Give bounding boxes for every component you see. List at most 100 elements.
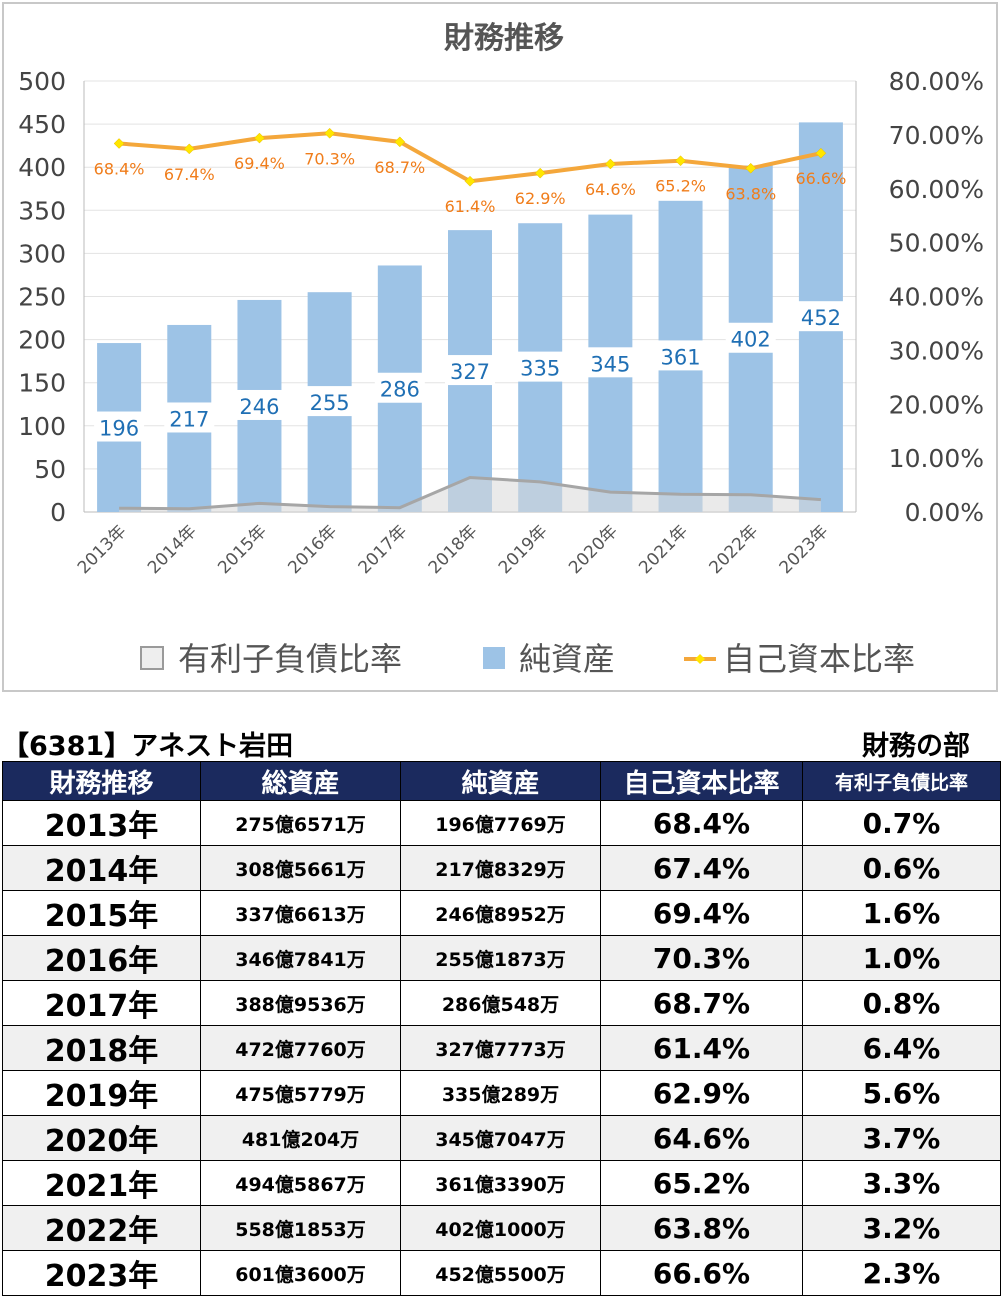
cell-equity-ratio: 65.2% xyxy=(600,1160,803,1206)
bar-label-box xyxy=(795,301,846,332)
table-row: 2022年 558億1853万 402億1000万 63.8% 3.2% xyxy=(2,1205,1001,1251)
legend-label-equity-ratio: 自己資本比率 xyxy=(723,640,915,678)
bar-value-label: 452 xyxy=(801,306,841,330)
legend-label-debt-ratio: 有利子負債比率 xyxy=(178,640,402,678)
y-right-tick-label: 80.00% xyxy=(889,67,984,96)
bar-label-box xyxy=(234,389,285,420)
y-left-tick-label: 400 xyxy=(18,153,66,182)
y-right-tick-label: 0.00% xyxy=(905,498,984,527)
header-period: 財務推移 xyxy=(2,761,201,801)
cell-period: 2023年 xyxy=(2,1250,201,1296)
equity-ratio-marker xyxy=(183,143,195,155)
bar-value-label: 335 xyxy=(520,357,560,381)
equity-ratio-label: 67.4% xyxy=(164,165,215,184)
cell-period: 2021年 xyxy=(2,1160,201,1206)
y-right-tick-label: 20.00% xyxy=(889,390,984,419)
x-tick-label: 2020年 xyxy=(565,521,622,578)
cell-total-assets: 558億1853万 xyxy=(200,1205,401,1251)
cell-net-assets: 327億7773万 xyxy=(400,1025,601,1071)
y-left-tick-label: 250 xyxy=(18,283,66,312)
y-right-tick-label: 50.00% xyxy=(889,229,984,258)
cell-equity-ratio: 70.3% xyxy=(600,935,803,981)
area-debt-ratio xyxy=(119,477,821,512)
bar-value-label: 345 xyxy=(590,352,630,376)
cell-equity-ratio: 68.7% xyxy=(600,980,803,1026)
bar-label-box xyxy=(515,351,566,382)
financial-table: 財務推移 総資産 純資産 自己資本比率 有利子負債比率 2013年 275億657… xyxy=(2,761,1001,1296)
equity-ratio-line xyxy=(118,131,822,184)
cell-equity-ratio: 68.4% xyxy=(600,800,803,846)
cell-equity-ratio: 62.9% xyxy=(600,1070,803,1116)
y-left-tick-label: 50 xyxy=(34,455,66,484)
header-debt-ratio: 有利子負債比率 xyxy=(802,761,1001,801)
cell-debt-ratio: 6.4% xyxy=(802,1025,1001,1071)
y-left-tick-label: 450 xyxy=(18,110,66,139)
bar-value-label: 361 xyxy=(660,345,700,369)
financial-chart: 財務推移 0 50 100 150 200 250 300 350 400 450 500 0.00% 1… xyxy=(18,21,984,678)
chart-panel: 財務推移 0 50 100 150 200 250 300 350 400 450 500 0.00% 1… xyxy=(2,2,998,692)
bar-value-label: 327 xyxy=(450,360,490,384)
header-equity-ratio: 自己資本比率 xyxy=(600,761,803,801)
cell-net-assets: 286億548万 xyxy=(400,980,601,1026)
bar-label-box xyxy=(304,386,355,417)
cell-debt-ratio: 2.3% xyxy=(802,1250,1001,1296)
bar-label-box xyxy=(445,355,495,386)
cell-debt-ratio: 1.0% xyxy=(802,935,1001,981)
legend-swatch-debt-ratio xyxy=(140,646,164,670)
bar-value-label: 246 xyxy=(239,395,279,419)
cell-total-assets: 337億6613万 xyxy=(200,890,401,936)
y-right-tick-label: 10.00% xyxy=(889,444,984,473)
cell-equity-ratio: 61.4% xyxy=(600,1025,803,1071)
cell-net-assets: 335億289万 xyxy=(400,1070,601,1116)
equity-ratio-marker xyxy=(605,158,616,170)
equity-ratio-marker xyxy=(394,136,406,148)
cell-net-assets: 345億7047万 xyxy=(400,1115,601,1161)
table-body: 2013年 275億6571万 196億7769万 68.4% 0.7% 2014年 308… xyxy=(2,800,1001,1296)
cell-net-assets: 452億5500万 xyxy=(400,1250,601,1296)
cell-total-assets: 346億7841万 xyxy=(200,935,401,981)
equity-ratio-label: 68.4% xyxy=(94,159,145,178)
equity-ratio-label: 66.6% xyxy=(795,169,846,188)
bar-value-label: 402 xyxy=(731,328,771,352)
y-right-tick-label: 70.00% xyxy=(889,121,984,150)
cell-equity-ratio: 64.6% xyxy=(600,1115,803,1161)
table-row: 2016年 346億7841万 255億1873万 70.3% 1.0% xyxy=(2,935,1001,981)
y-right-tick-label: 40.00% xyxy=(889,283,984,312)
x-tick-label: 2017年 xyxy=(355,521,412,578)
equity-ratio-marker xyxy=(324,127,335,139)
cell-period: 2014年 xyxy=(2,845,201,891)
equity-ratio-label: 63.8% xyxy=(725,184,776,203)
header-net-assets: 純資産 xyxy=(400,761,601,801)
cell-equity-ratio: 66.6% xyxy=(600,1250,803,1296)
y-right-tick-label: 30.00% xyxy=(889,336,984,365)
cell-equity-ratio: 69.4% xyxy=(600,890,803,936)
x-tick-label: 2018年 xyxy=(425,521,482,578)
header-total-assets: 総資産 xyxy=(200,761,401,801)
cell-net-assets: 402億1000万 xyxy=(400,1205,601,1251)
cell-net-assets: 196億7769万 xyxy=(400,800,601,846)
equity-ratio-marker xyxy=(464,175,476,187)
equity-ratio-marker xyxy=(534,167,546,179)
y-left-tick-label: 150 xyxy=(18,369,66,398)
cell-total-assets: 388億9536万 xyxy=(200,980,401,1026)
bar-value-label: 217 xyxy=(169,407,209,431)
cell-debt-ratio: 3.2% xyxy=(802,1205,1001,1251)
x-tick-label: 2016年 xyxy=(284,521,341,578)
cell-total-assets: 475億5779万 xyxy=(200,1070,401,1116)
cell-net-assets: 217億8329万 xyxy=(400,845,601,891)
equity-ratio-marker xyxy=(815,147,827,159)
table-row: 2015年 337億6613万 246億8952万 69.4% 1.6% xyxy=(2,890,1001,936)
cell-period: 2022年 xyxy=(2,1205,201,1251)
cell-net-assets: 361億3390万 xyxy=(400,1160,601,1206)
section-name: 財務の部 xyxy=(862,731,970,762)
equity-ratio-marker xyxy=(675,155,686,167)
cell-total-assets: 601億3600万 xyxy=(200,1250,401,1296)
x-tick-label: 2021年 xyxy=(635,521,692,578)
equity-ratio-label: 61.4% xyxy=(445,197,496,216)
chart-title: 財務推移 xyxy=(444,21,564,56)
cell-total-assets: 308億5661万 xyxy=(200,845,401,891)
cell-debt-ratio: 0.6% xyxy=(802,845,1001,891)
table-row: 2020年 481億204万 345億7047万 64.6% 3.7% xyxy=(2,1115,1001,1161)
cell-debt-ratio: 3.7% xyxy=(802,1115,1001,1161)
cell-period: 2019年 xyxy=(2,1070,201,1116)
